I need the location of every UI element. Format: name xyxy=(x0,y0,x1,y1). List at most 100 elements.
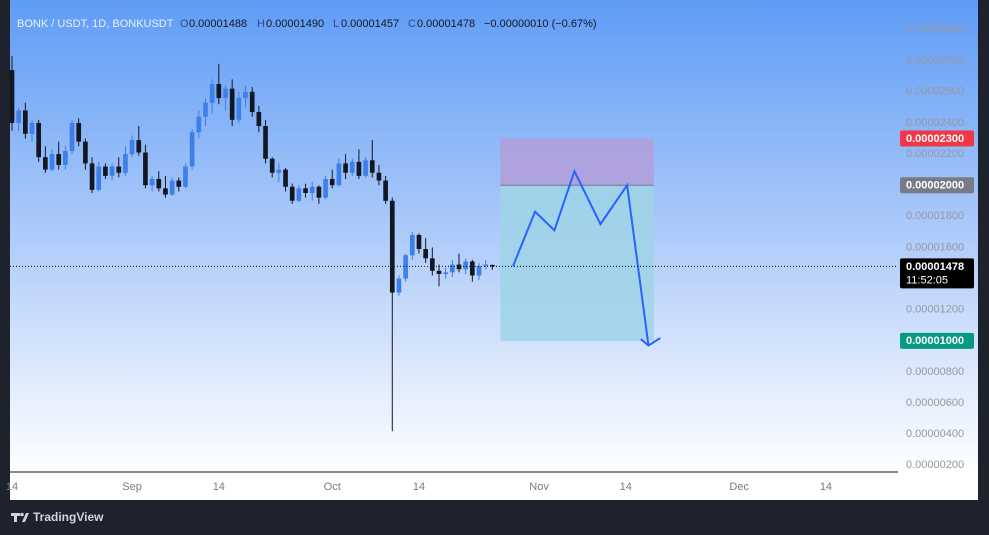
candle-body xyxy=(303,188,308,193)
candle-body xyxy=(143,152,148,186)
candle-body xyxy=(263,126,268,159)
candle-body xyxy=(63,150,68,165)
candle-body xyxy=(416,235,422,250)
chart-background xyxy=(10,0,978,472)
candle-body xyxy=(363,160,368,176)
candle-body xyxy=(296,188,302,201)
candle-body xyxy=(383,180,388,201)
candle-body xyxy=(76,122,82,142)
candle-body xyxy=(209,84,215,103)
candle-body xyxy=(29,122,35,134)
candle-body xyxy=(169,180,175,195)
x-tick-label: Nov xyxy=(529,481,549,493)
projection-line xyxy=(512,168,650,346)
candle-body xyxy=(329,178,335,186)
logo xyxy=(11,512,29,522)
candle-body xyxy=(123,154,128,173)
candle-body xyxy=(16,110,22,123)
candle-body xyxy=(249,91,255,113)
projection-arrow xyxy=(640,337,661,347)
stop-badge-label: 0.00002300 xyxy=(906,133,964,145)
candle-body xyxy=(109,166,115,176)
candle-body xyxy=(436,270,442,274)
candle-body xyxy=(470,261,475,276)
candle-body xyxy=(283,169,288,187)
candle-body xyxy=(276,169,282,173)
candle-body xyxy=(376,172,382,181)
candle-body xyxy=(289,186,295,201)
candle-body xyxy=(409,235,415,256)
candle-body xyxy=(389,200,395,293)
candle-body xyxy=(89,163,95,190)
x-tick-label: 14 xyxy=(213,481,225,493)
x-tick-label: Oct xyxy=(324,481,341,493)
high-label: H xyxy=(257,18,265,30)
candle-body xyxy=(149,178,155,186)
y-tick-label: 0.00002400 xyxy=(906,117,964,129)
candle-body xyxy=(56,154,62,165)
x-tick-label: Dec xyxy=(729,481,749,493)
candle-body xyxy=(23,110,28,134)
candle-body xyxy=(163,188,168,195)
candle-body xyxy=(43,157,48,170)
candle-body xyxy=(396,278,402,293)
candle-body xyxy=(49,154,55,170)
candle-body xyxy=(229,88,235,120)
y-tick-label: 0.00003000 xyxy=(906,23,964,35)
last-price-label: 0.00001478 xyxy=(906,261,964,273)
y-tick-label: 0.00002800 xyxy=(906,55,964,67)
candle-body xyxy=(189,132,195,167)
candle-body xyxy=(483,264,489,267)
x-tick-label: 14 xyxy=(6,481,18,493)
candle-body xyxy=(156,178,162,189)
candle-body xyxy=(116,166,122,173)
stop-badge xyxy=(900,130,974,147)
close-label: C xyxy=(408,18,416,30)
candle-body xyxy=(129,140,135,155)
candle-body xyxy=(349,161,355,173)
brand: TradingView xyxy=(33,510,104,524)
candle-body xyxy=(176,180,182,187)
candle-body xyxy=(256,112,262,127)
y-tick-label: 0.00001200 xyxy=(906,304,964,316)
candle-body xyxy=(223,88,228,99)
candle-body xyxy=(323,178,328,198)
candle-body xyxy=(216,84,222,99)
y-tick-label: 0.00002200 xyxy=(906,148,964,160)
candle-body xyxy=(309,186,315,193)
candle-body xyxy=(490,264,495,267)
candle-body xyxy=(9,70,15,123)
y-tick-label: 0.00000400 xyxy=(906,428,964,440)
candle-body xyxy=(236,98,242,120)
candle-body xyxy=(316,186,322,198)
y-tick-label: 0.00000800 xyxy=(906,366,964,378)
x-tick-label: 14 xyxy=(820,481,832,493)
target-badge xyxy=(900,332,974,349)
candle-body xyxy=(443,272,448,274)
last-price-badge xyxy=(900,258,974,289)
open-value: 0.00001488 xyxy=(189,18,247,30)
candle-body xyxy=(336,163,342,186)
candle-body xyxy=(429,258,435,271)
entry-badge-label: 0.00002000 xyxy=(906,180,964,192)
symbol: BONK / USDT, 1D, BONKUSDT xyxy=(17,18,174,30)
candle-body xyxy=(456,264,462,270)
candle-body xyxy=(36,122,42,158)
candle-body xyxy=(449,264,455,273)
low-label: L xyxy=(333,18,339,30)
close-value: 0.00001478 xyxy=(417,18,475,30)
candle-body xyxy=(136,140,142,153)
candle-body xyxy=(423,249,428,259)
change: −0.00000010 (−0.67%) xyxy=(484,18,597,30)
x-tick-label: 14 xyxy=(620,481,632,493)
candle-body xyxy=(476,266,482,276)
candle-body xyxy=(69,122,75,151)
candle-body xyxy=(403,255,408,279)
candle-body xyxy=(243,91,248,99)
y-tick-label: 0.00000600 xyxy=(906,397,964,409)
x-tick-label: 14 xyxy=(413,481,425,493)
target-zone xyxy=(500,185,654,341)
open-label: O xyxy=(180,18,189,30)
